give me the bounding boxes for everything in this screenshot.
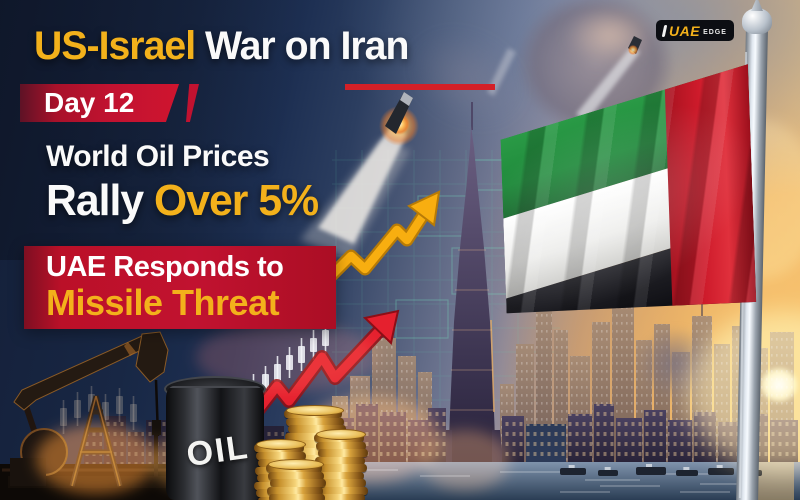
headline-line2-lead: Rally: [46, 176, 155, 225]
day-badge: Day 12: [20, 84, 180, 122]
day-badge-label: Day 12: [44, 87, 135, 118]
title-underline: [345, 84, 495, 90]
city-light-glow: [300, 396, 440, 482]
alert-banner: UAE Responds to Missile Threat: [24, 246, 336, 329]
oil-barrel-icon: [166, 386, 264, 500]
alert-line1: UAE Responds to: [46, 251, 284, 283]
missile-icon: [628, 36, 642, 55]
city-light-glow: [36, 424, 156, 494]
pole-finial: [742, 8, 772, 34]
headline-line2-accent: Over 5%: [154, 176, 319, 225]
yellow-trend-arrow-icon: [308, 190, 441, 299]
title-rest: War on Iran: [195, 24, 409, 68]
brand-suffix: EDGE: [703, 28, 727, 36]
burj-khalifa: [440, 102, 504, 468]
missile-trails: [300, 48, 640, 260]
alert-line2: Missile Threat: [46, 282, 280, 323]
dark-vignette: [0, 0, 320, 260]
smoke-plume-highlight: [545, 0, 675, 78]
headline-line2: Rally Over 5%: [46, 176, 319, 226]
headline-line1: World Oil Prices: [46, 140, 270, 173]
brand-badge: UAE EDGE: [656, 20, 734, 41]
pole-finial-tip: [751, 0, 763, 11]
page-title: US-Israel War on Iran: [34, 24, 409, 69]
city-light-glow: [420, 430, 510, 490]
title-highlight: US-Israel: [34, 24, 196, 68]
brand-name: UAE: [669, 22, 701, 39]
brand-bar-icon: [661, 24, 668, 37]
missile-icon: [379, 92, 419, 146]
